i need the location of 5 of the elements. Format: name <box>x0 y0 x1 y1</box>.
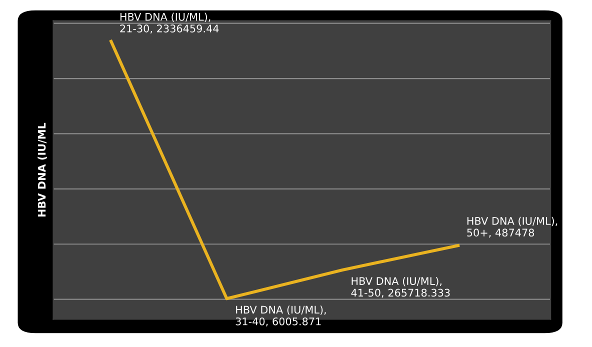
data-label: HBV DNA (IU/ML), 41-50, 265718.333 <box>351 276 450 298</box>
data-label: HBV DNA (IU/ML), 21-30, 2336459.44 <box>120 12 219 34</box>
data-label: HBV DNA (IU/ML), 31-40, 6005.871 <box>236 306 326 326</box>
y-axis-title: HBV DNA (IU/ML <box>38 122 47 217</box>
data-label: HBV DNA (IU/ML), 50+, 487478 <box>467 216 558 238</box>
